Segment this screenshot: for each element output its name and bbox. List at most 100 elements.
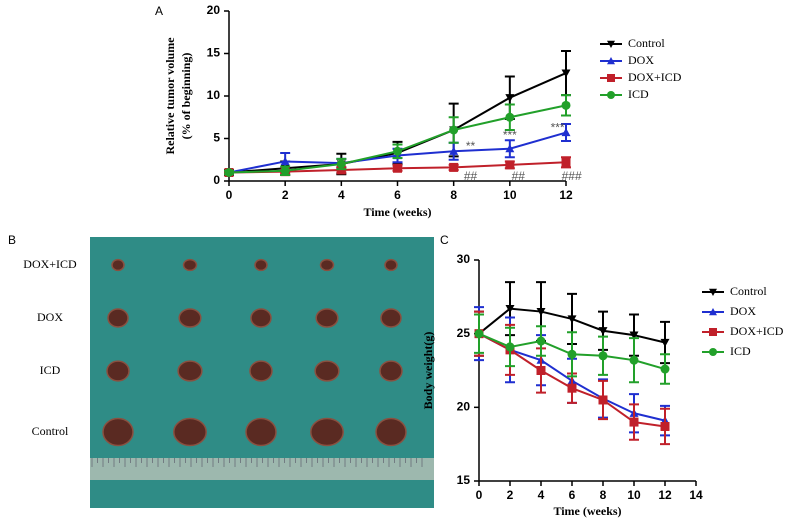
marker	[280, 166, 290, 176]
marker	[629, 331, 639, 340]
marker	[505, 342, 515, 352]
marker	[536, 307, 546, 317]
tumor	[384, 258, 398, 272]
marker	[561, 100, 571, 110]
y-tick-label: 0	[213, 173, 220, 187]
x-axis-label: Time (weeks)	[363, 205, 431, 219]
marker	[629, 355, 639, 365]
y-tick-label: 25	[457, 326, 471, 340]
y-axis-label: Relative tumor volume	[163, 37, 177, 155]
legend-label: DOX	[628, 53, 654, 67]
legend-label: ICD	[730, 344, 751, 358]
tumor	[173, 417, 207, 447]
row-label: ICD	[40, 363, 61, 377]
x-tick-label: 4	[338, 188, 345, 202]
annotation: ###	[562, 169, 582, 183]
x-tick-label: 6	[569, 488, 576, 502]
legend-marker	[607, 40, 615, 48]
tumor	[250, 308, 272, 328]
legend-marker	[709, 328, 717, 336]
marker	[561, 157, 571, 167]
tumor	[310, 417, 344, 447]
tumor	[314, 360, 340, 382]
tumor	[111, 258, 125, 272]
tumor	[254, 258, 268, 272]
y-tick-label: 15	[207, 46, 221, 60]
marker	[224, 168, 234, 177]
y-axis-label: (% of beginning)	[179, 53, 193, 140]
marker	[505, 144, 515, 153]
x-tick-label: 14	[689, 488, 703, 502]
tumor	[177, 360, 203, 382]
x-tick-label: 10	[503, 188, 517, 202]
marker	[567, 349, 577, 359]
marker	[449, 146, 459, 155]
legend-marker	[709, 288, 717, 296]
x-tick-label: 12	[559, 188, 573, 202]
marker	[336, 159, 346, 169]
marker	[598, 395, 608, 405]
marker	[567, 383, 577, 393]
y-axis-label: Body weight(g)	[421, 332, 435, 410]
marker	[449, 162, 459, 172]
legend-label: Control	[730, 284, 767, 298]
panel-label: C	[440, 233, 449, 247]
tumor	[375, 417, 407, 447]
x-tick-label: 6	[394, 188, 401, 202]
marker	[536, 336, 546, 346]
marker	[449, 125, 459, 135]
tumor	[249, 360, 273, 382]
legend-label: DOX+ICD	[730, 324, 784, 338]
marker	[660, 421, 670, 431]
tumor	[182, 258, 198, 272]
legend-marker	[607, 74, 615, 82]
marker	[393, 146, 402, 156]
legend-marker	[607, 57, 615, 65]
x-tick-label: 2	[282, 188, 289, 202]
panel-label: A	[155, 4, 163, 18]
x-tick-label: 12	[658, 488, 672, 502]
tumor	[380, 308, 402, 328]
marker	[280, 156, 290, 166]
x-tick-label: 4	[538, 488, 545, 502]
marker	[505, 160, 515, 170]
tumor	[315, 308, 339, 328]
row-label: DOX+ICD	[23, 257, 77, 271]
y-tick-label: 5	[213, 131, 220, 145]
y-tick-label: 20	[457, 400, 471, 414]
tumor	[102, 417, 134, 447]
marker	[505, 112, 515, 122]
x-tick-label: 2	[507, 488, 514, 502]
annotation: ##	[464, 169, 478, 183]
tumor	[107, 308, 129, 328]
marker	[505, 305, 515, 314]
marker	[505, 94, 515, 103]
tumor	[319, 258, 335, 272]
legend-label: Control	[628, 36, 665, 50]
x-tick-label: 0	[226, 188, 233, 202]
marker	[474, 329, 484, 339]
legend-label: ICD	[628, 87, 649, 101]
legend-marker	[709, 308, 717, 316]
marker	[567, 315, 577, 324]
marker	[598, 327, 608, 336]
marker	[561, 128, 571, 137]
annotation: ##	[512, 169, 526, 183]
tumor	[178, 308, 202, 328]
legend-marker	[709, 348, 717, 356]
tumor	[106, 360, 130, 382]
marker	[629, 417, 639, 427]
y-tick-label: 15	[457, 473, 471, 487]
annotation: ***	[503, 128, 517, 142]
marker	[393, 163, 402, 173]
marker	[536, 366, 546, 375]
legend-label: DOX+ICD	[628, 70, 682, 84]
marker	[598, 351, 608, 361]
tumor	[245, 417, 277, 447]
row-label: Control	[32, 424, 69, 438]
tumor	[379, 360, 403, 382]
x-axis-label: Time (weeks)	[553, 504, 621, 518]
ruler	[90, 458, 434, 480]
legend-label: DOX	[730, 304, 756, 318]
